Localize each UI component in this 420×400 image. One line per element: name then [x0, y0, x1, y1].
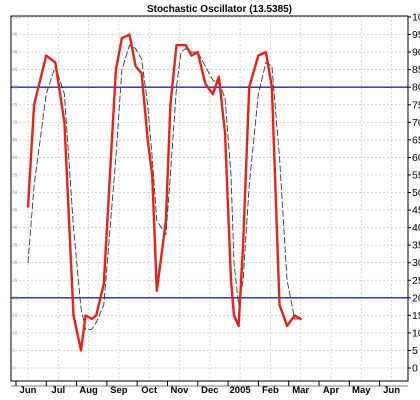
- y-tick-label-left: 5: [13, 348, 16, 353]
- y-tick-label: 65: [412, 134, 420, 146]
- y-tick-label-left: 20: [13, 295, 19, 300]
- y-tick-label-left: 70: [13, 120, 19, 125]
- x-tick-label: Jun: [20, 385, 37, 396]
- y-tick-label: 10: [412, 327, 420, 339]
- x-tick-label: Sep: [110, 385, 128, 396]
- y-tick-label-left: 80: [13, 85, 19, 90]
- y-tick-label: 70: [412, 117, 420, 129]
- x-tick-label: Aug: [79, 385, 98, 396]
- plot-frame: [10, 15, 409, 382]
- x-tick-label: Dec: [201, 385, 218, 396]
- y-tick-label-left: 90: [13, 50, 19, 55]
- y-tick-label: 15: [412, 310, 420, 322]
- x-axis: Jun Jul Aug Sep Oct Nov Dec 2005 Feb Mar Apr May Jun: [11, 381, 408, 396]
- y-tick-label: 75: [412, 99, 420, 111]
- x-tick-label: Feb: [262, 385, 279, 396]
- x-tick-label: Mar: [292, 385, 309, 396]
- chart-title: Stochastic Oscillator (13.5385): [147, 4, 292, 15]
- y-tick-label: 45: [412, 205, 420, 217]
- y-tick-label: 85: [412, 64, 420, 76]
- y-tick-label-left: 40: [13, 225, 19, 230]
- x-tick-label: Jun: [383, 385, 400, 396]
- y-tick-label-left: 65: [13, 137, 19, 142]
- y-tick-label: 5: [412, 345, 418, 357]
- y-tick-label-left: 85: [13, 67, 19, 72]
- y-tick-label-left: 45: [13, 208, 19, 213]
- y-tick-label-left: 50: [13, 190, 19, 195]
- y-tick-label-left: 35: [13, 243, 19, 248]
- y-tick-label: 60: [412, 152, 420, 164]
- y-tick-label: 30: [412, 257, 420, 269]
- series-lines: [26, 33, 302, 352]
- y-axis: 0055101015152020252530303535404045455050…: [13, 12, 420, 375]
- x-tick-label: Nov: [171, 385, 190, 396]
- y-tick-label-left: 95: [13, 32, 19, 37]
- x-tick-label: Jul: [51, 385, 65, 396]
- y-tick-label-left: 10: [13, 330, 19, 335]
- y-tick-label: 90: [412, 47, 420, 59]
- y-tick-label: 50: [412, 187, 420, 199]
- y-tick-label: 100: [412, 12, 420, 24]
- y-tick-label: 35: [412, 240, 420, 252]
- x-tick-label: Oct: [141, 385, 158, 396]
- reference-lines: [11, 86, 408, 299]
- y-tick-label: 55: [412, 169, 420, 181]
- y-tick-label-left: 15: [13, 313, 19, 318]
- y-tick-label: 95: [412, 29, 420, 41]
- y-tick-label-left: 25: [13, 278, 19, 283]
- y-tick-label: 40: [412, 222, 420, 234]
- y-tick-label: 80: [412, 82, 420, 94]
- x-tick-label: Apr: [323, 385, 340, 396]
- x-tick-label: 2005: [230, 385, 252, 396]
- y-tick-label-left: 100: [13, 15, 21, 20]
- y-tick-label-left: 30: [13, 260, 19, 265]
- y-tick-label: 20: [412, 292, 420, 304]
- x-tick-label: May: [352, 385, 371, 396]
- y-tick-label-left: 0: [13, 366, 16, 371]
- y-tick-label-left: 55: [13, 172, 19, 177]
- y-tick-label-left: 60: [13, 155, 19, 160]
- oscillator-line: [26, 33, 302, 352]
- y-tick-label: 0: [412, 363, 418, 375]
- y-tick-label: 25: [412, 275, 420, 287]
- y-tick-label-left: 75: [13, 102, 19, 107]
